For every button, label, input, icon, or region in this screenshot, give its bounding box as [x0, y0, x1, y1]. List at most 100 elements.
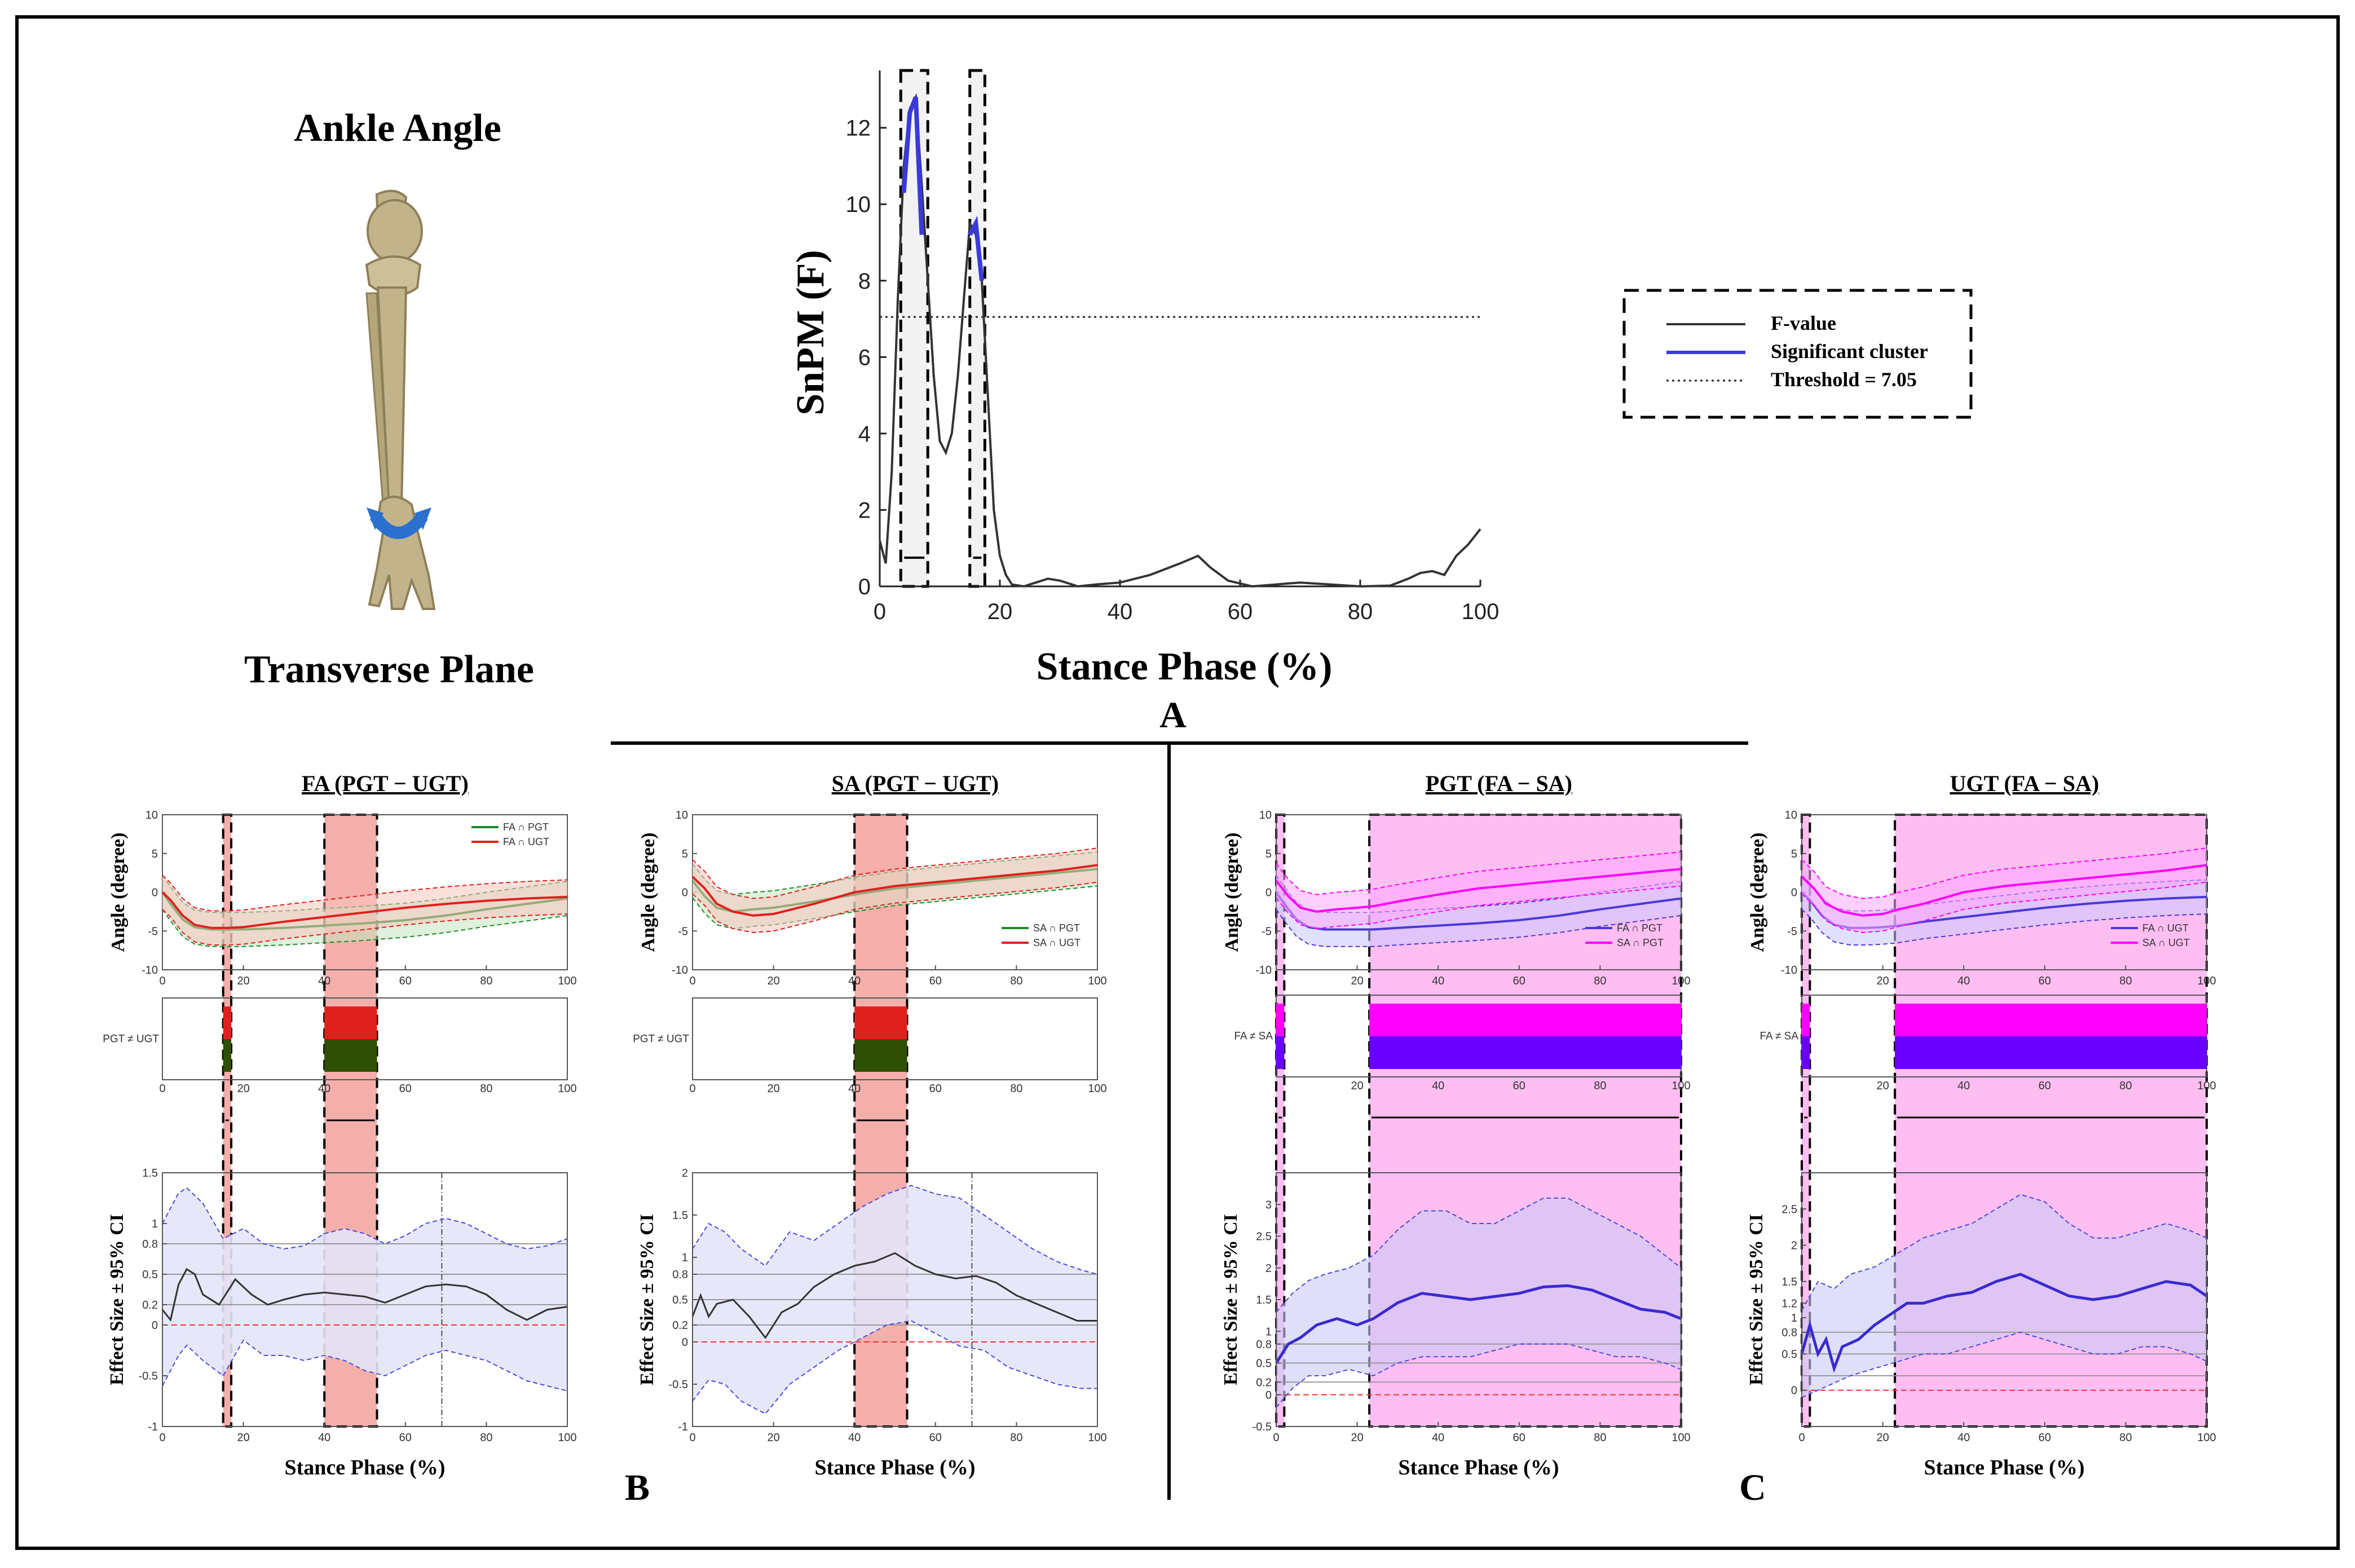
sig-bar-upper [223, 1006, 232, 1039]
x-tick-label: 60 [1513, 1080, 1525, 1092]
x-tick-label: 100 [558, 1432, 576, 1444]
y-tick-label: 2 [1791, 1240, 1797, 1252]
y-tick-label: 2 [682, 1167, 688, 1180]
x-tick-label: 100 [1672, 1080, 1690, 1092]
x-tick-label: 80 [1010, 975, 1022, 987]
effect-y-label: Effect Size ± 95% CI [107, 1214, 127, 1385]
angle-ci-band [693, 848, 1097, 933]
f-value-line [879, 93, 1481, 588]
y-tick-label: 0.5 [142, 1269, 158, 1281]
x-tick-label: 40 [318, 975, 330, 987]
angle-ci-lower [1801, 909, 2207, 946]
tibia-icon [365, 189, 436, 610]
x-tick-label: 100 [2197, 1080, 2216, 1092]
x-axis-label: Stance Phase (%) [285, 1456, 446, 1479]
sig-bar-lower [1276, 1036, 1285, 1069]
x-tick-label: 20 [1876, 1080, 1889, 1092]
y-tick-label: 0 [682, 1336, 688, 1349]
effect-size-line [1800, 1273, 2208, 1373]
effect-ci-upper [162, 1187, 568, 1250]
x-tick-label: 20 [1876, 975, 1889, 987]
angle-mean-line [1801, 864, 2207, 917]
effect-ci-band [1802, 1194, 2207, 1398]
y-tick-label: -10 [1781, 964, 1797, 977]
x-tick-label: 80 [480, 1432, 492, 1444]
y-tick-label: -1 [148, 1421, 158, 1433]
angle-ci-lower [1276, 909, 1682, 947]
sig-label: FA ≠ SA [1234, 1031, 1273, 1043]
legend: F-value Significant cluster Threshold = 7.… [1622, 289, 1973, 419]
angle-ci-upper [692, 847, 1098, 899]
x-tick-label: 0 [159, 975, 165, 987]
effect-ci-band [1276, 1198, 1681, 1408]
x-tick-label: 60 [399, 1083, 412, 1095]
angle-ci-lower [162, 909, 568, 946]
y-tick-label: 10 [676, 809, 688, 821]
x-tick-label: 40 [318, 1083, 330, 1095]
y-tick-label: 0.5 [1781, 1348, 1797, 1361]
y-tick-label: 10 [1259, 809, 1272, 821]
legend-label: Significant cluster [1771, 340, 1928, 363]
effect-y-label: Effect Size ± 95% CI [1220, 1214, 1241, 1385]
x-tick-label: 40 [318, 1432, 330, 1444]
x-tick-label: 80 [2119, 1432, 2132, 1444]
x-tick-label: 20 [1876, 1432, 1889, 1444]
x-axis-label: Stance Phase (%) [815, 1456, 976, 1479]
angle-y-label: Angle (degree) [108, 833, 129, 952]
sig-bar-lower [1369, 1036, 1681, 1069]
y-tick-label: 10 [1785, 809, 1797, 821]
legend-label: FA ∩ PGT [1617, 922, 1662, 934]
sig-bar-upper [1895, 1004, 2207, 1036]
panel-title: SA (PGT − UGT) [832, 771, 999, 796]
x-tick-label: 20 [767, 1083, 779, 1095]
y-tick-label: -0.5 [1253, 1421, 1272, 1433]
x-tick-label: 20 [1351, 975, 1363, 987]
x-tick-label: 100 [558, 1083, 576, 1095]
y-tick-label: 0 [1791, 887, 1797, 899]
y-tick-label: -5 [1262, 925, 1272, 938]
x-tick-label: 20 [237, 1083, 249, 1095]
x-tick-label: 60 [399, 1432, 412, 1444]
angle-mean-line [1275, 868, 1682, 913]
x-tick-label: 40 [1432, 1080, 1444, 1092]
angle-y-label: Angle (degree) [1747, 833, 1768, 952]
y-tick-label: -0.5 [669, 1379, 688, 1391]
y-tick-label: -10 [1255, 964, 1272, 977]
image-title: Ankle Angle [294, 107, 501, 150]
image-caption: Transverse Plane [244, 648, 534, 691]
effect-ci-upper [1276, 1198, 1682, 1313]
x-tick-label: 80 [480, 975, 492, 987]
y-tick-label: 4 [858, 422, 871, 447]
sig-bar-lower [1802, 1036, 1810, 1069]
y-tick-label: 0.2 [142, 1299, 158, 1311]
y-tick-label: -10 [142, 964, 158, 977]
x-tick-label: 0 [689, 975, 695, 987]
y-tick-label: 0.8 [672, 1269, 688, 1281]
panel-label-a: A [1159, 695, 1187, 736]
y-tick-label: 2 [858, 498, 871, 523]
x-tick-label: 80 [1594, 975, 1606, 987]
rotation-arrow-icon [367, 507, 431, 539]
y-tick-label: 1.5 [672, 1209, 688, 1222]
effect-ci-upper [1801, 1194, 2207, 1311]
x-tick-label: 80 [2119, 975, 2132, 987]
x-tick-label: 20 [237, 1432, 249, 1444]
x-tick-label: 60 [929, 1083, 942, 1095]
angle-mean-line [691, 864, 1098, 917]
y-tick-label: 0.5 [672, 1294, 688, 1306]
y-tick-label: 0.5 [1256, 1358, 1272, 1370]
x-tick-label: 80 [1348, 599, 1373, 624]
x-tick-label: 60 [399, 975, 412, 987]
angle-y-label: Angle (degree) [1221, 833, 1242, 952]
y-tick-label: 1.5 [142, 1167, 158, 1180]
panel-title: UGT (FA − SA) [1950, 771, 2100, 796]
x-tick-label: 100 [1088, 1083, 1106, 1095]
angle-ci-band [1802, 848, 2207, 933]
effect-size-line [161, 1267, 568, 1322]
y-tick-label: 1 [152, 1218, 158, 1230]
sig-bar-lower [1895, 1036, 2207, 1069]
x-tick-label: 80 [1010, 1432, 1022, 1444]
